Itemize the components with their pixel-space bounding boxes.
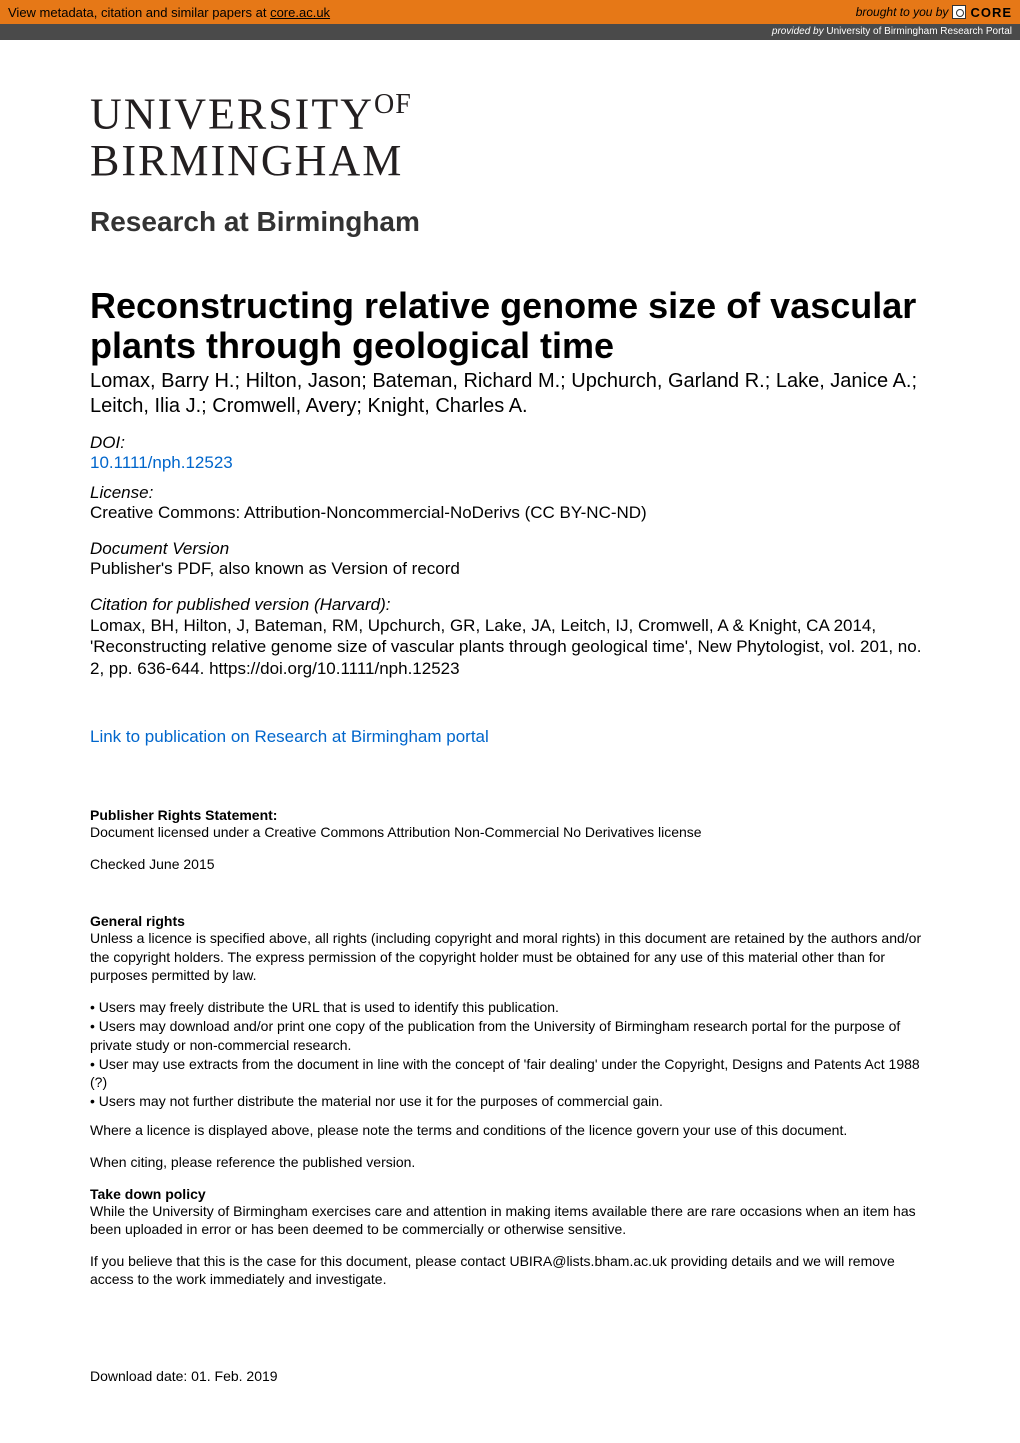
docver-value: Publisher's PDF, also known as Version o… (90, 559, 930, 579)
citing-note: When citing, please reference the publis… (90, 1153, 930, 1171)
brought-by-text: brought to you by (856, 5, 949, 19)
logo-line2: BIRMINGHAM (90, 138, 930, 184)
doi-link[interactable]: 10.1111/nph.12523 (90, 453, 930, 473)
portal-link[interactable]: Link to publication on Research at Birmi… (90, 727, 930, 747)
takedown-label: Take down policy (90, 1186, 930, 1202)
core-link[interactable]: core.ac.uk (270, 5, 330, 20)
checked-date: Checked June 2015 (90, 855, 930, 873)
general-rights-label: General rights (90, 913, 930, 929)
bullet-item: • Users may freely distribute the URL th… (90, 998, 930, 1017)
bullet-item: • Users may not further distribute the m… (90, 1092, 930, 1111)
general-rights-text: Unless a licence is specified above, all… (90, 929, 930, 984)
license-label: License: (90, 483, 930, 503)
citation-text: Lomax, BH, Hilton, J, Bateman, RM, Upchu… (90, 615, 930, 679)
bullet-item: • Users may download and/or print one co… (90, 1017, 930, 1055)
bullet-item: • User may use extracts from the documen… (90, 1055, 930, 1093)
publisher-rights-text: Document licensed under a Creative Commo… (90, 823, 930, 841)
logo-of: OF (374, 89, 412, 120)
research-subhead: Research at Birmingham (90, 206, 930, 238)
logo-line1: UNIVERSITY (90, 90, 374, 139)
docver-label: Document Version (90, 539, 930, 559)
takedown-text: While the University of Birmingham exerc… (90, 1202, 930, 1238)
takedown-contact: If you believe that this is the case for… (90, 1252, 930, 1288)
core-icon (952, 5, 966, 19)
publisher-rights-label: Publisher Rights Statement: (90, 807, 930, 823)
banner-prefix: View metadata, citation and similar pape… (8, 5, 270, 20)
paper-authors: Lomax, Barry H.; Hilton, Jason; Bateman,… (90, 369, 930, 419)
rights-bullets: • Users may freely distribute the URL th… (90, 998, 930, 1111)
citation-label: Citation for published version (Harvard)… (90, 595, 930, 615)
banner-left-text: View metadata, citation and similar pape… (8, 5, 856, 20)
university-logo: UNIVERSITYOF BIRMINGHAM (90, 90, 930, 184)
provided-source: University of Birmingham Research Portal (826, 26, 1012, 37)
core-banner: View metadata, citation and similar pape… (0, 0, 1020, 24)
provided-by-strip: provided by University of Birmingham Res… (0, 24, 1020, 40)
licence-note: Where a licence is displayed above, plea… (90, 1121, 930, 1139)
paper-title: Reconstructing relative genome size of v… (90, 286, 930, 365)
core-logo-text: CORE (970, 5, 1012, 20)
doi-label: DOI: (90, 433, 930, 453)
license-value: Creative Commons: Attribution-Noncommerc… (90, 503, 930, 523)
download-date: Download date: 01. Feb. 2019 (90, 1368, 930, 1384)
banner-right: brought to you by CORE (856, 5, 1012, 20)
page-content: UNIVERSITYOF BIRMINGHAM Research at Birm… (0, 40, 1020, 1414)
provided-prefix: provided by (772, 26, 826, 37)
